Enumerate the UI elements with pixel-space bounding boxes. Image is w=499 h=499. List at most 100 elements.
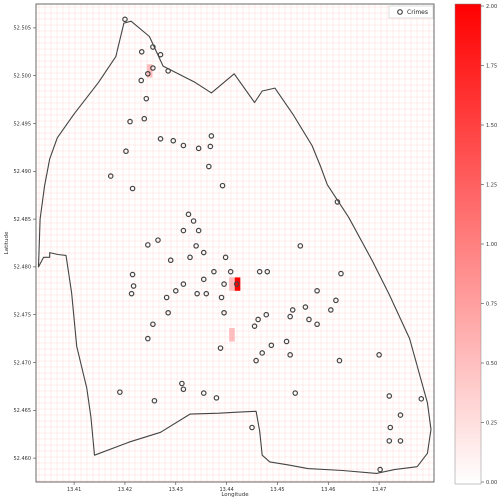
crime-point xyxy=(141,115,148,122)
colorbar-tick-label: 1.00 xyxy=(486,242,497,248)
crime-point xyxy=(185,211,192,218)
crime-point xyxy=(180,227,187,234)
crime-point xyxy=(145,242,151,248)
x-tick-label: 13.44 xyxy=(219,487,233,493)
legend-box xyxy=(388,5,434,19)
crime-point xyxy=(333,297,339,304)
crime-point xyxy=(203,290,210,297)
boundary-line xyxy=(37,20,432,474)
crime-point xyxy=(377,466,383,473)
crime-point xyxy=(218,294,225,301)
crime-point xyxy=(251,323,258,329)
crime-point xyxy=(397,412,404,418)
y-tick-label: 52.500 xyxy=(14,74,32,80)
crime-point xyxy=(195,227,202,234)
crime-point xyxy=(151,397,158,404)
crime-point xyxy=(306,316,312,323)
crime-point xyxy=(397,438,404,444)
crime-point xyxy=(222,254,229,261)
crime-point xyxy=(150,65,156,71)
crime-point xyxy=(211,268,217,275)
crime-point xyxy=(117,389,123,395)
crime-point xyxy=(145,70,151,77)
crime-point xyxy=(264,268,271,275)
crime-point xyxy=(334,199,341,205)
crime-point xyxy=(129,185,136,192)
crime-point xyxy=(123,148,129,155)
crime-point xyxy=(314,287,320,294)
crime-point xyxy=(386,438,393,444)
x-axis-label: Longitude xyxy=(221,492,249,498)
crime-point xyxy=(170,137,177,144)
colorbar xyxy=(454,3,482,485)
crime-point xyxy=(219,182,226,189)
crime-point xyxy=(138,48,145,55)
crime-point xyxy=(194,290,200,297)
heatmap-cell xyxy=(229,328,235,342)
crime-point xyxy=(336,357,343,364)
crime-point xyxy=(155,237,161,243)
crime-point xyxy=(376,352,382,358)
crime-point xyxy=(150,44,156,50)
colorbar-tick-label: 1.50 xyxy=(486,123,497,129)
crime-point xyxy=(387,424,394,431)
crime-point xyxy=(163,294,170,301)
y-tick-label: 52.490 xyxy=(14,169,32,175)
boundary-layer xyxy=(37,20,432,474)
y-tick-label: 52.485 xyxy=(14,217,32,223)
y-tick-label: 52.460 xyxy=(14,456,32,462)
crime-point xyxy=(157,51,164,58)
legend: Crimes xyxy=(388,5,434,19)
crime-point xyxy=(221,309,227,316)
crime-point xyxy=(122,16,128,23)
crime-point xyxy=(206,163,212,170)
crime-point xyxy=(145,335,151,342)
heatmap-cell xyxy=(229,277,235,291)
crime-point xyxy=(259,350,265,356)
crime-point xyxy=(297,243,304,249)
colorbar-ticks: 0.00 0.25 0.50 0.75 1.00 1.25 1.50 1.75 2.00 xyxy=(481,4,497,486)
crime-point xyxy=(221,281,227,287)
legend-label: Crimes xyxy=(407,9,428,16)
crime-point xyxy=(283,338,290,345)
crime-point xyxy=(217,345,224,351)
colorbar-tick-label: 0.25 xyxy=(486,420,497,426)
crime-point xyxy=(289,307,296,313)
x-tick-label: 13.45 xyxy=(270,487,284,493)
crime-point xyxy=(314,321,320,328)
colorbar-tick-label: 0.75 xyxy=(486,301,497,307)
crime-point xyxy=(256,268,263,275)
crime-point xyxy=(200,276,207,283)
colorbar-tick-label: 1.75 xyxy=(486,63,497,69)
crime-point xyxy=(180,281,187,287)
x-tick-label: 13.46 xyxy=(321,487,335,493)
crime-point xyxy=(167,257,174,264)
crime-point xyxy=(128,290,135,297)
crime-point xyxy=(127,118,133,125)
crime-point xyxy=(249,424,255,431)
y-tick-label: 52.470 xyxy=(14,360,32,366)
x-tick-label: 13.47 xyxy=(372,487,386,493)
heatmap-layer xyxy=(146,64,241,342)
heatmap-cell xyxy=(234,277,241,291)
crime-point xyxy=(287,352,293,358)
legend-marker xyxy=(397,9,403,15)
crime-point xyxy=(418,396,425,402)
crime-point xyxy=(292,390,299,396)
crime-point xyxy=(130,283,137,289)
crime-point xyxy=(255,316,261,323)
crime-point xyxy=(386,393,393,399)
x-tick-label: 13.41 xyxy=(67,487,81,493)
crime-point xyxy=(253,357,259,364)
crime-point xyxy=(179,380,185,387)
crime-point xyxy=(207,143,214,150)
crime-point xyxy=(165,68,171,74)
y-ticks: 52.460 52.465 52.470 52.475 52.480 52.485 52.4… xyxy=(14,26,36,462)
colorbar-tick-label: 0.50 xyxy=(486,361,497,367)
crime-point xyxy=(143,95,150,102)
x-ticks: 13.41 13.42 13.43 13.44 13.45 13.46 13.47 xyxy=(67,482,386,493)
plot-background xyxy=(36,4,434,482)
heatmap-cell xyxy=(146,64,153,78)
crime-point xyxy=(138,77,145,84)
crime-point xyxy=(190,218,197,224)
